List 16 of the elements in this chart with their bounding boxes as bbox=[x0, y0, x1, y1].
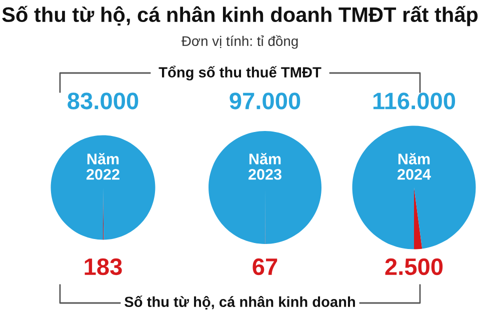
data-label: 67 bbox=[252, 258, 278, 276]
data-label: 97.000 bbox=[230, 92, 300, 110]
text: Năm 2023 bbox=[248, 153, 282, 180]
pie-slice bbox=[352, 126, 476, 250]
text: Số thu từ hộ, cá nhân kinh doanh TMĐT rất thấp bbox=[2, 6, 478, 26]
data-label: 116.000 bbox=[373, 92, 456, 110]
text: Tổng số thu thuế TMĐT bbox=[158, 66, 322, 80]
pie-slice bbox=[50, 135, 156, 240]
text: Đơn vị tính: tỉ đồng bbox=[182, 35, 298, 49]
data-label: 83.000 bbox=[68, 92, 138, 110]
text: Năm 2024 bbox=[398, 153, 431, 180]
data-label: 183 bbox=[84, 258, 122, 276]
pie-slice bbox=[414, 188, 422, 250]
data-label: 2.500 bbox=[385, 258, 443, 276]
text: Năm 2022 bbox=[86, 153, 120, 180]
text: Số thu từ hộ, cá nhân kinh doanh bbox=[124, 296, 355, 310]
